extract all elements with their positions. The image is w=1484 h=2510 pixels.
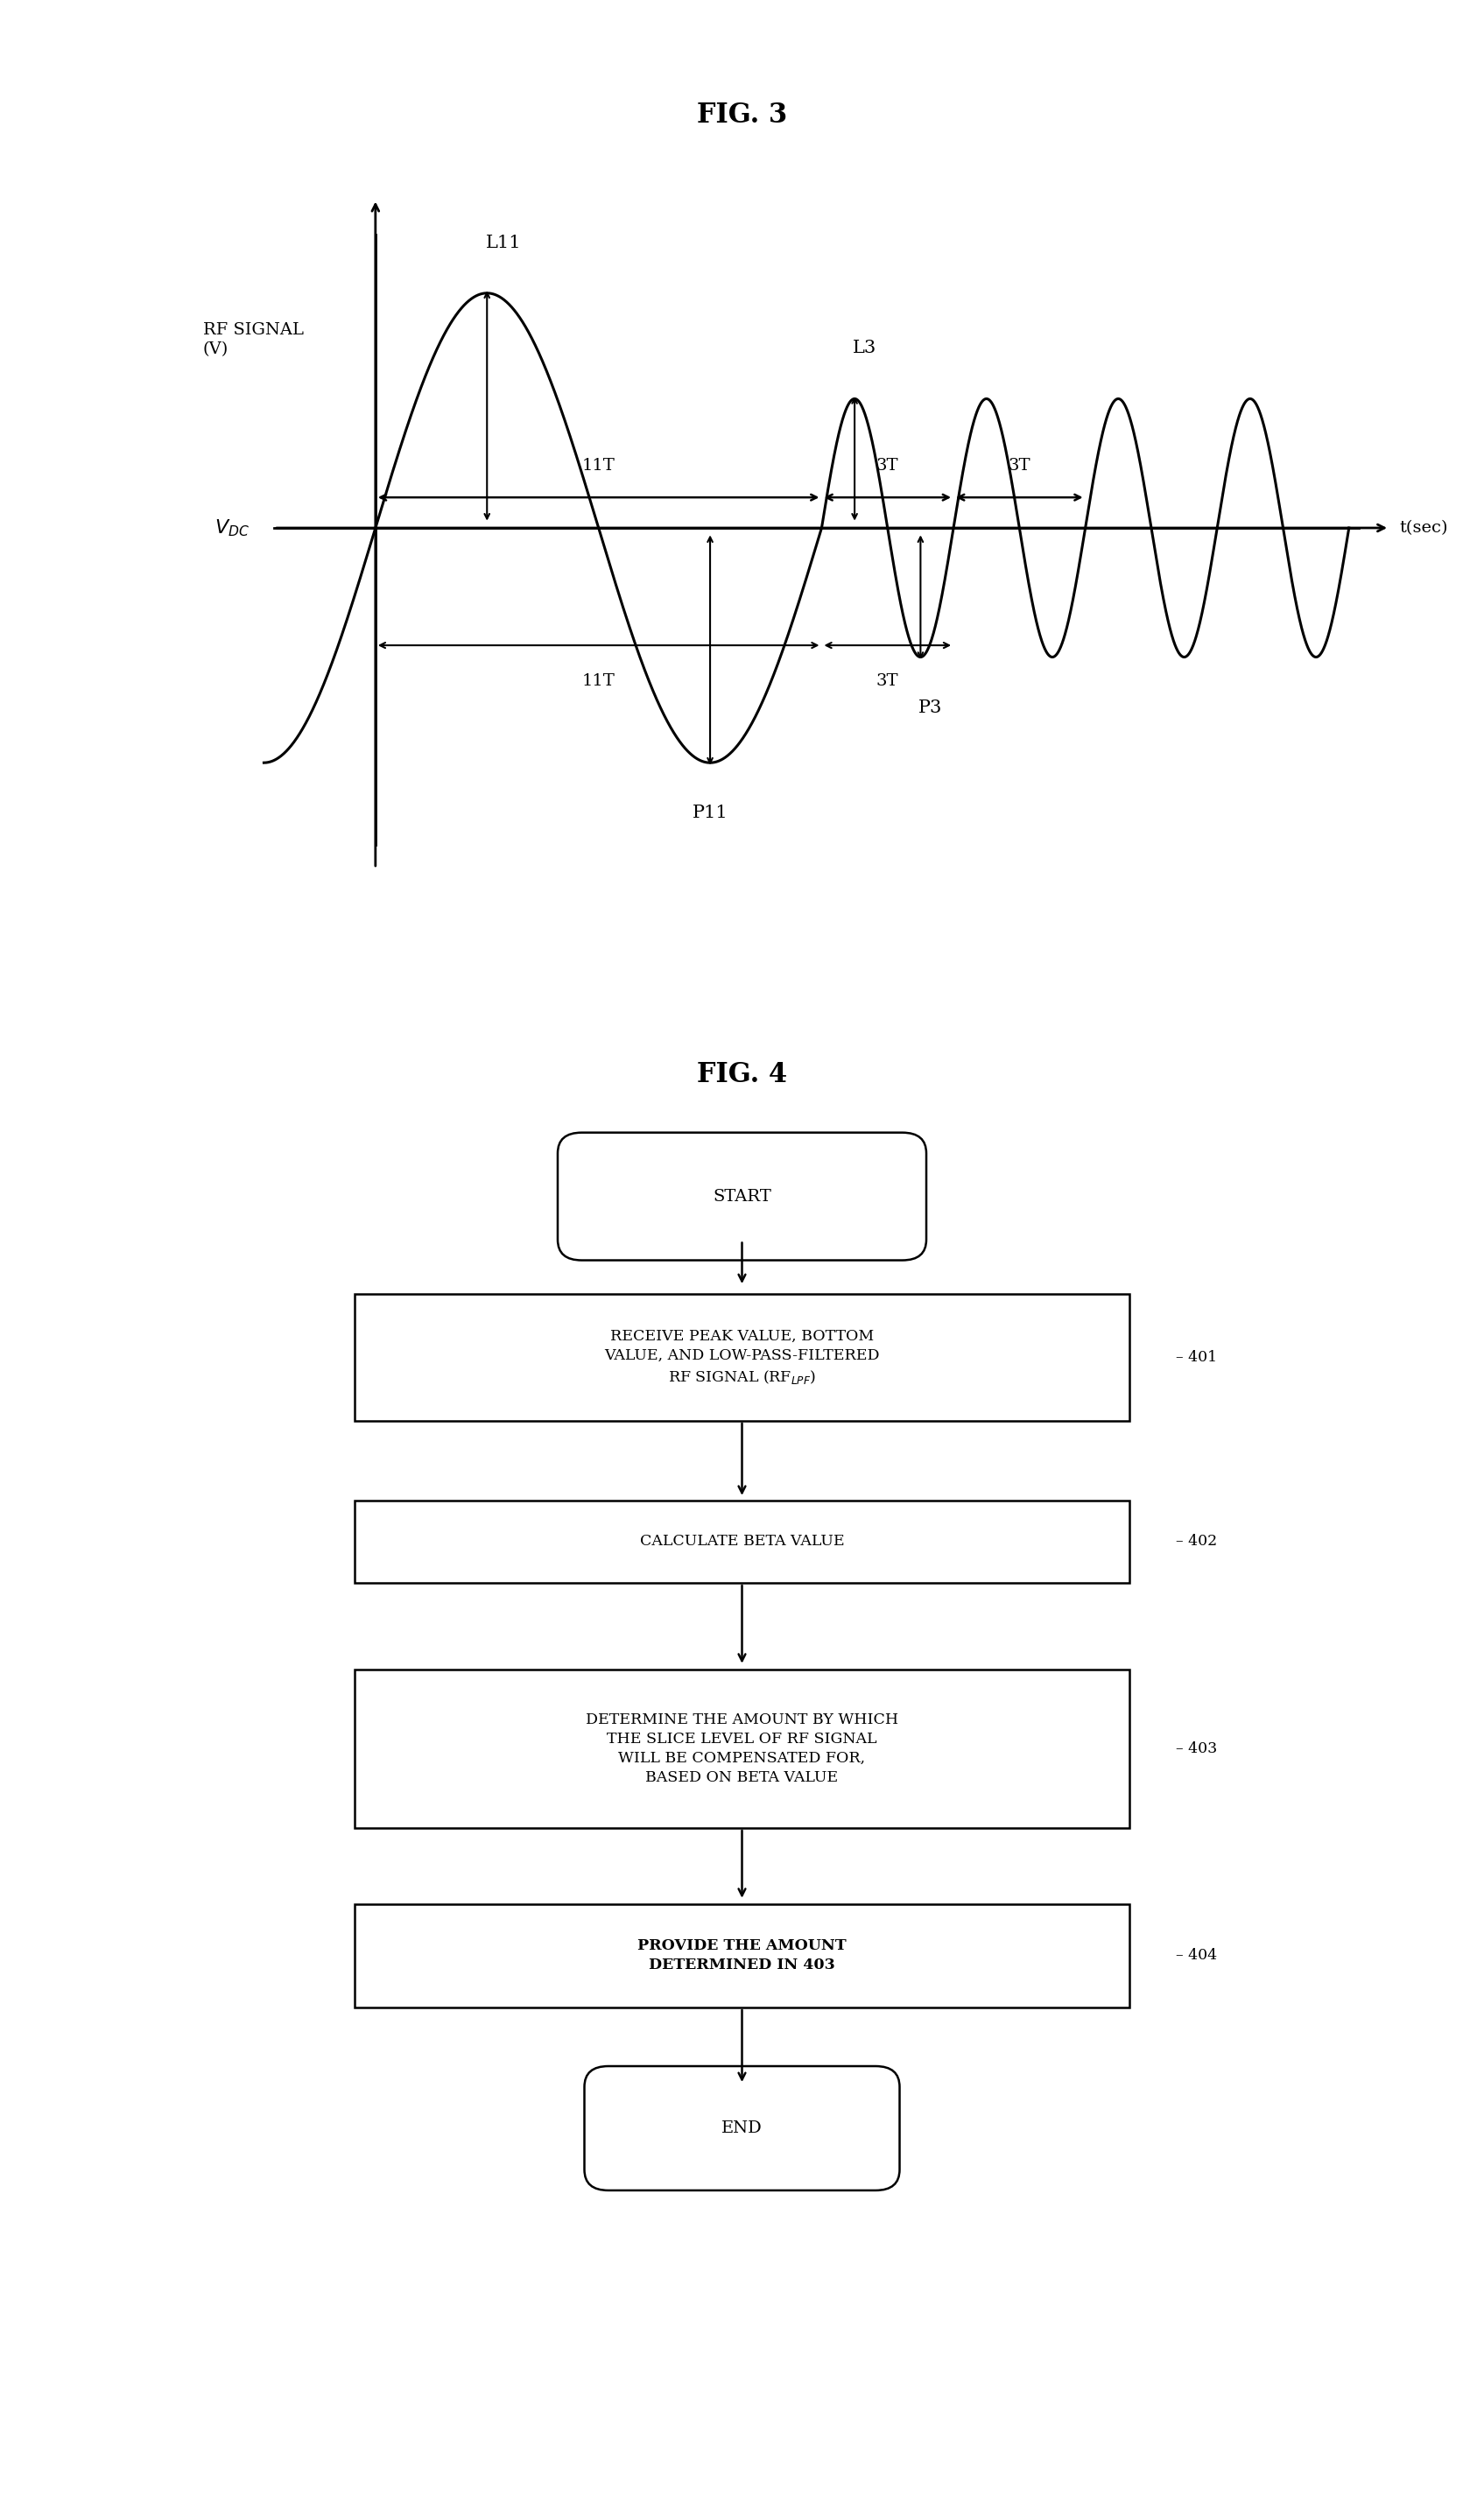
Text: – 404: – 404 xyxy=(1177,1948,1217,1963)
Text: DETERMINE THE AMOUNT BY WHICH
THE SLICE LEVEL OF RF SIGNAL
WILL BE COMPENSATED F: DETERMINE THE AMOUNT BY WHICH THE SLICE … xyxy=(586,1712,898,1785)
Text: RF SIGNAL
(V): RF SIGNAL (V) xyxy=(203,321,304,356)
Text: RECEIVE PEAK VALUE, BOTTOM
VALUE, AND LOW-PASS-FILTERED
RF SIGNAL (RF$_{LPF}$): RECEIVE PEAK VALUE, BOTTOM VALUE, AND LO… xyxy=(604,1328,880,1386)
Text: P11: P11 xyxy=(692,806,729,821)
Text: – 402: – 402 xyxy=(1177,1534,1217,1549)
Text: CALCULATE BETA VALUE: CALCULATE BETA VALUE xyxy=(640,1534,844,1549)
Text: 11T: 11T xyxy=(582,459,616,474)
Text: – 401: – 401 xyxy=(1177,1350,1217,1365)
Text: P3: P3 xyxy=(919,700,942,715)
Text: L11: L11 xyxy=(485,233,521,251)
Text: t(sec): t(sec) xyxy=(1399,520,1448,535)
Text: START: START xyxy=(712,1190,772,1205)
FancyBboxPatch shape xyxy=(355,1295,1129,1421)
Text: END: END xyxy=(721,2121,763,2136)
Text: FIG. 4: FIG. 4 xyxy=(697,1062,787,1087)
FancyBboxPatch shape xyxy=(558,1132,926,1260)
FancyBboxPatch shape xyxy=(355,1501,1129,1584)
Text: – 403: – 403 xyxy=(1177,1742,1217,1757)
FancyBboxPatch shape xyxy=(355,1905,1129,2008)
Text: PROVIDE THE AMOUNT
DETERMINED IN 403: PROVIDE THE AMOUNT DETERMINED IN 403 xyxy=(638,1938,846,1973)
Text: $\mathit{V}_{DC}$: $\mathit{V}_{DC}$ xyxy=(215,517,249,537)
Text: 3T: 3T xyxy=(877,673,899,690)
Text: 3T: 3T xyxy=(877,459,899,474)
FancyBboxPatch shape xyxy=(355,1669,1129,1827)
Text: L3: L3 xyxy=(853,339,877,356)
Text: 3T: 3T xyxy=(1008,459,1030,474)
Text: FIG. 3: FIG. 3 xyxy=(697,103,787,128)
FancyBboxPatch shape xyxy=(585,2066,899,2191)
Text: 11T: 11T xyxy=(582,673,616,690)
